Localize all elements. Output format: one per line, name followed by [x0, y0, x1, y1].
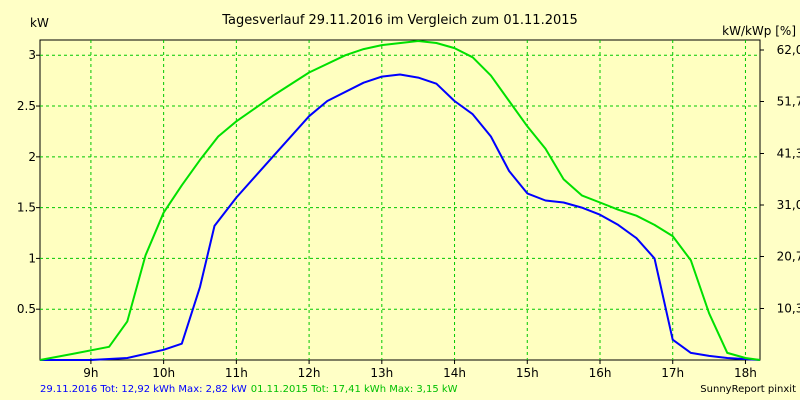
x-tick-label: 14h [443, 366, 466, 380]
x-tick-label: 11h [225, 366, 248, 380]
right-axis-unit: kW/kWp [%] [722, 24, 796, 38]
y-left-tick-label: 2 [28, 150, 36, 164]
footer-credit: SunnyReport pinxit [700, 384, 796, 395]
y-left-tick-label: 3 [28, 48, 36, 62]
y-right-tick-label: 20,7 [777, 250, 800, 264]
series-lines [39, 40, 761, 361]
y-left-tick-label: 1.5 [17, 201, 36, 215]
axis-labels: 9h 10h 11h 12h 13h 14h 15h 16h 17h 18h 0.5 1 1.5 2 2.5… [17, 43, 800, 380]
y-right-tick-label: 10,3 [777, 302, 800, 316]
x-tick-label: 18h [734, 366, 757, 380]
y-right-tick-label: 41,3 [777, 147, 800, 161]
left-axis-unit: kW [30, 16, 49, 30]
y-right-tick-label: 31,0 [777, 198, 800, 212]
x-tick-label: 10h [152, 366, 175, 380]
y-left-tick-label: 2.5 [17, 99, 36, 113]
x-tick-label: 15h [516, 366, 539, 380]
x-tick-label: 17h [661, 366, 684, 380]
x-tick-label: 12h [298, 366, 321, 380]
footer-series1-summary: 29.11.2016 Tot: 12,92 kWh Max: 2,82 kW [40, 384, 247, 395]
x-tick-label: 13h [370, 366, 393, 380]
plot-area [39, 39, 761, 361]
y-left-tick-label: 0.5 [17, 302, 36, 316]
series-line-2 [39, 40, 761, 361]
chart-title: Tagesverlauf 29.11.2016 im Vergleich zum… [221, 13, 578, 28]
footer-summary: 29.11.2016 Tot: 12,92 kWh Max: 2,82 kW 01… [40, 384, 458, 395]
series-line-1 [40, 73, 761, 361]
footer-series2-summary: 01.11.2015 Tot: 17,41 kWh Max: 3,15 kW [251, 384, 458, 395]
x-tick-label: 9h [83, 366, 98, 380]
x-tick-label: 16h [589, 366, 612, 380]
y-left-tick-label: 1 [28, 251, 36, 265]
grid-lines [40, 40, 760, 360]
y-right-tick-label: 51,7 [777, 95, 800, 109]
y-right-tick-label: 62,0 [777, 43, 800, 57]
